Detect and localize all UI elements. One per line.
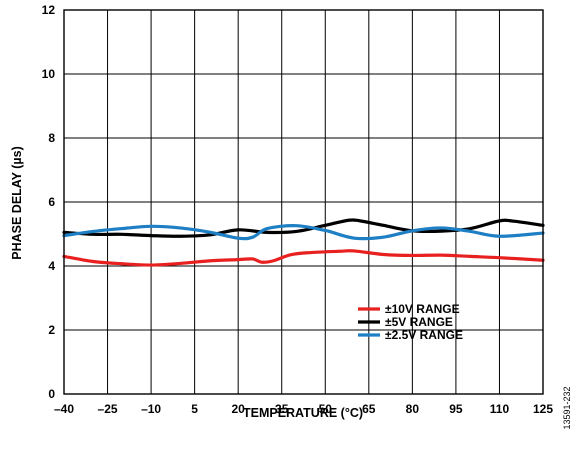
x-tick-label: –40 bbox=[54, 402, 74, 416]
y-tick-label: 6 bbox=[48, 195, 55, 209]
y-tick-labels: 0 2 4 6 8 10 12 bbox=[42, 3, 56, 401]
x-tick-label: 35 bbox=[275, 402, 289, 416]
x-tick-label: 50 bbox=[319, 402, 333, 416]
y-axis-label: PHASE DELAY (µs) bbox=[10, 146, 24, 259]
y-tick-label: 4 bbox=[48, 259, 55, 273]
legend-label: ±2.5V RANGE bbox=[385, 328, 463, 342]
x-tick-label: –25 bbox=[98, 402, 118, 416]
legend-label: ±10V RANGE bbox=[385, 302, 460, 316]
x-tick-label: 80 bbox=[406, 402, 420, 416]
x-tick-label: 20 bbox=[232, 402, 246, 416]
x-axis-label: TEMPERATURE (°C) bbox=[243, 406, 363, 420]
legend-label: ±5V RANGE bbox=[385, 315, 453, 329]
x-tick-label: 95 bbox=[449, 402, 463, 416]
series-group bbox=[62, 218, 545, 267]
legend: ±10V RANGE±5V RANGE±2.5V RANGE bbox=[358, 302, 463, 342]
grid-lines bbox=[64, 10, 543, 394]
plot-frame bbox=[63, 9, 544, 395]
y-tick-label: 8 bbox=[48, 131, 55, 145]
series-line-2 bbox=[62, 218, 545, 238]
figure-id: 13591-232 bbox=[562, 386, 572, 429]
y-tick-label: 10 bbox=[42, 67, 56, 81]
y-tick-label: 12 bbox=[42, 3, 56, 17]
x-tick-label: 110 bbox=[490, 402, 510, 416]
x-tick-label: 65 bbox=[362, 402, 376, 416]
x-tick-label: 5 bbox=[191, 402, 198, 416]
x-tick-label: 125 bbox=[533, 402, 553, 416]
y-tick-label: 2 bbox=[48, 323, 55, 337]
x-tick-label: –10 bbox=[141, 402, 161, 416]
series-line-3 bbox=[62, 224, 545, 241]
x-tick-labels: –40 –25 –10 5 20 35 50 65 80 95 110 125 bbox=[54, 402, 553, 416]
series-line-1 bbox=[62, 249, 545, 267]
y-tick-label: 0 bbox=[48, 387, 55, 401]
